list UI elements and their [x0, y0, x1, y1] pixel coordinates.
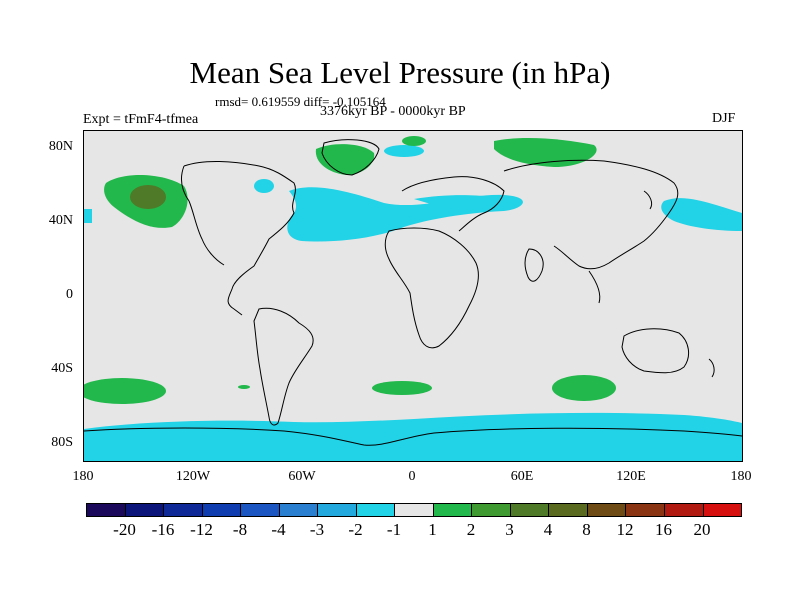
colorbar-label: 4: [543, 520, 553, 539]
map-canvas: [84, 136, 742, 461]
south-pacific-positive-patch: [84, 378, 166, 404]
lon-label-120e: 120E: [616, 469, 646, 484]
lat-label-0: 0: [66, 287, 73, 302]
colorbar-label: -3: [309, 520, 325, 539]
experiment-label: Expt = tFmF4-tfmea: [83, 112, 199, 127]
small-positive-patch: [238, 385, 250, 389]
canada-negative-patch: [254, 179, 274, 193]
lon-label-0: 0: [408, 469, 416, 484]
colorbar-label: 16: [655, 520, 672, 539]
colorbar-swatch-0: [87, 504, 126, 516]
colorbar-label: 2: [466, 520, 476, 539]
colorbar-swatch-2: [164, 504, 203, 516]
colorbar-swatch-3: [202, 504, 242, 516]
anomaly-fields: [84, 136, 742, 461]
colorbar-label: 20: [693, 520, 711, 539]
lon-label-180e: 180: [730, 469, 752, 484]
colorbar-label: 1: [428, 520, 437, 539]
colorbar-label: -12: [190, 520, 213, 539]
colorbar-swatch-14: [626, 504, 665, 516]
north-atlantic-negative-strip: [414, 195, 516, 211]
colorbar-swatch-5: [279, 504, 319, 516]
colorbar-label: 12: [616, 520, 634, 539]
colorbar-swatch-13: [587, 504, 627, 516]
left-edge-negative-patch: [84, 209, 92, 223]
colorbar-label: -20: [113, 520, 136, 539]
colorbar-swatch-7: [356, 504, 396, 516]
pressure-map: [83, 130, 743, 462]
stats-label: rmsd= 0.619559 diff= -0.105164: [215, 94, 386, 109]
colorbar: [86, 503, 742, 517]
siberia-positive-patch: [494, 138, 597, 167]
colorbar-label: -2: [348, 520, 363, 539]
south-indian-positive-patch: [552, 375, 616, 401]
colorbar-label: 8: [582, 520, 591, 539]
colorbar-swatch-16: [703, 504, 742, 516]
south-atlantic-positive-patch: [372, 381, 432, 395]
north-atlantic-negative-band: [287, 187, 523, 242]
season-label: DJF: [712, 111, 736, 126]
north-pacific-negative-patch: [661, 198, 742, 231]
lon-label-60w: 60W: [288, 469, 316, 484]
colorbar-label: -1: [386, 520, 402, 539]
greenland-positive-patch: [315, 144, 375, 175]
coastlines: [84, 139, 742, 446]
lat-label-40s: 40S: [51, 361, 73, 376]
colorbar-swatch-15: [664, 504, 704, 516]
arctic-positive-patch: [402, 136, 426, 146]
map-title: Mean Sea Level Pressure (in hPa): [189, 55, 611, 90]
colorbar-label: -4: [271, 520, 286, 539]
lat-label-80s: 80S: [51, 435, 73, 450]
period-label: 3376kyr BP - 0000kyr BP: [320, 104, 466, 119]
colorbar-label: -8: [232, 520, 248, 539]
lon-label-120w: 120W: [175, 469, 211, 484]
lat-label-80n: 80N: [48, 139, 73, 154]
lon-label-60e: 60E: [510, 469, 534, 484]
colorbar-swatch-4: [241, 504, 280, 516]
colorbar-swatch-12: [549, 504, 588, 516]
colorbar-label: 3: [505, 520, 514, 539]
greenland-negative-patch: [384, 145, 424, 157]
colorbar-swatch-8: [395, 504, 434, 516]
colorbar-label: -16: [151, 520, 175, 539]
colorbar-swatch-1: [125, 504, 165, 516]
colorbar-swatch-10: [472, 504, 511, 516]
aleutian-positive-core: [130, 185, 166, 209]
lon-label-180w: 180: [72, 469, 94, 484]
lat-label-40n: 40N: [48, 213, 73, 228]
colorbar-swatch-11: [510, 504, 550, 516]
colorbar-swatch-9: [433, 504, 473, 516]
colorbar-swatch-6: [318, 504, 357, 516]
